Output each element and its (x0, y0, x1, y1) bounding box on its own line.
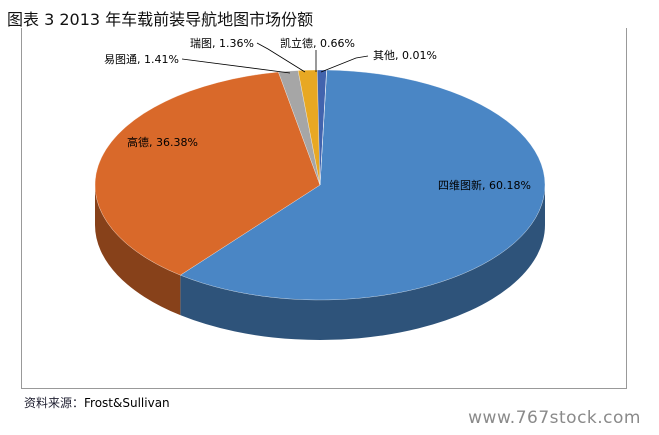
pie-side-0 (180, 185, 545, 340)
source-prefix: 资料来源： (24, 396, 85, 410)
data-label-4: 凯立德, 0.66% (280, 36, 355, 50)
data-label-1: 高德, 36.38% (127, 135, 198, 149)
watermark: www.767stock.com (468, 408, 641, 428)
data-label-2: 易图通, 1.41% (104, 53, 179, 66)
data-label-0: 四维图新, 60.18% (438, 178, 531, 192)
leader-line-5 (320, 55, 369, 73)
data-label-3: 瑞图, 1.36% (190, 36, 254, 50)
data-label-5: 其他, 0.01% (373, 49, 437, 62)
chart-frame (21, 28, 627, 389)
pie-slice-1 (94, 71, 321, 276)
chart-title: 图表 3 2013 年车载前装导航地图市场份额 (7, 10, 314, 29)
leader-line-2 (181, 58, 291, 74)
leader-line-3 (256, 42, 306, 73)
source-note: 资料来源：Frost&Sullivan (24, 394, 170, 411)
pie-side-1 (95, 185, 181, 316)
source-name: Frost&Sullivan (84, 396, 170, 410)
pie-slice-0 (180, 69, 546, 301)
